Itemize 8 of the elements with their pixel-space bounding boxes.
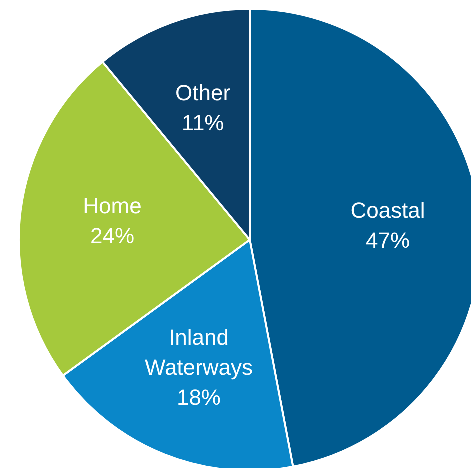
slice-label: Other [176, 80, 231, 106]
slice-label: Home [83, 194, 142, 219]
data-label: 18% [176, 384, 221, 410]
data-label: 24% [90, 224, 135, 249]
slice-label: Coastal [350, 198, 426, 224]
data-label: 47% [366, 228, 410, 254]
slice-label: Inland Waterways [144, 324, 253, 380]
data-label: 11% [182, 110, 224, 136]
